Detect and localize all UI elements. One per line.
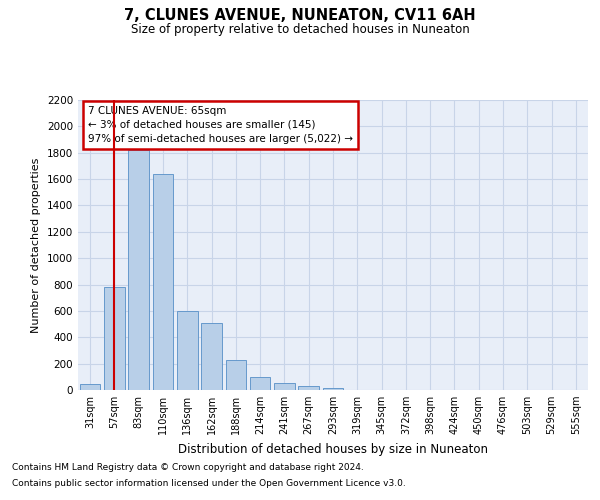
Text: 7 CLUNES AVENUE: 65sqm
← 3% of detached houses are smaller (145)
97% of semi-det: 7 CLUNES AVENUE: 65sqm ← 3% of detached … (88, 106, 353, 144)
Bar (250, 377, 271, 390)
Bar (152, 174, 173, 390)
Bar (323, 388, 343, 390)
Bar (104, 287, 125, 390)
Text: Contains public sector information licensed under the Open Government Licence v3: Contains public sector information licen… (12, 478, 406, 488)
Bar (128, 150, 149, 390)
Text: 7, CLUNES AVENUE, NUNEATON, CV11 6AH: 7, CLUNES AVENUE, NUNEATON, CV11 6AH (124, 8, 476, 22)
Bar (177, 311, 197, 390)
Bar (298, 386, 319, 390)
Bar (80, 384, 100, 390)
Text: Contains HM Land Registry data © Crown copyright and database right 2024.: Contains HM Land Registry data © Crown c… (12, 464, 364, 472)
Y-axis label: Number of detached properties: Number of detached properties (31, 158, 41, 332)
Text: Distribution of detached houses by size in Nuneaton: Distribution of detached houses by size … (178, 442, 488, 456)
Bar (201, 323, 222, 390)
Bar (226, 360, 246, 390)
Text: Size of property relative to detached houses in Nuneaton: Size of property relative to detached ho… (131, 22, 469, 36)
Bar (274, 384, 295, 390)
